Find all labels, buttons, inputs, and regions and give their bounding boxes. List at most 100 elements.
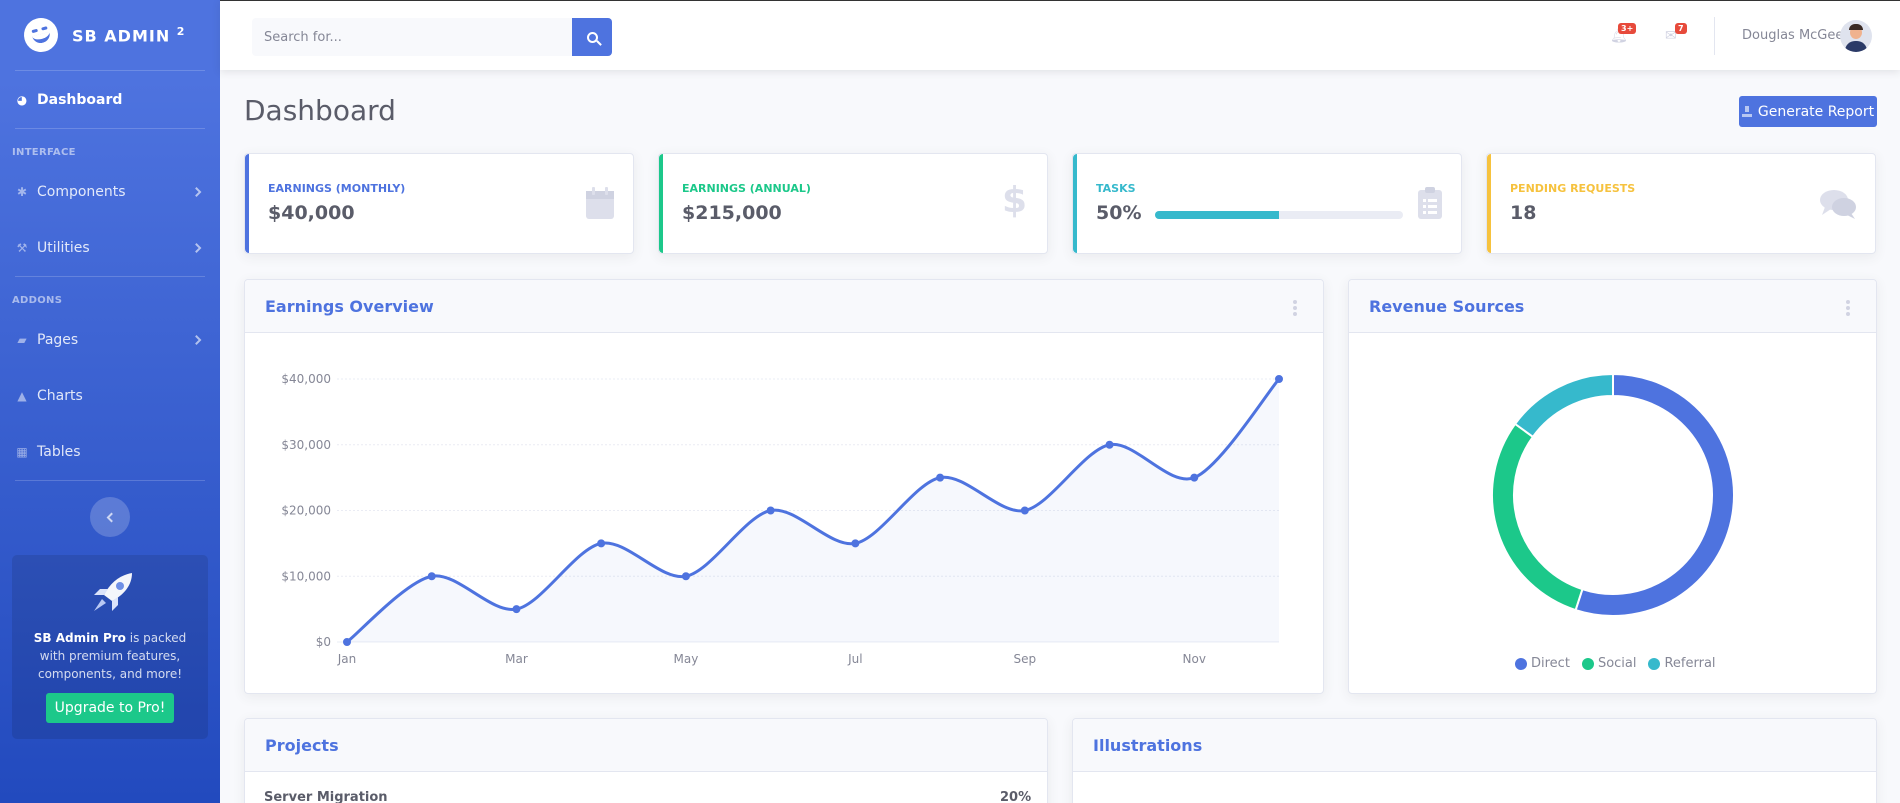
chevron-right-icon — [191, 335, 202, 345]
chevron-left-icon — [106, 512, 117, 522]
sidebar-item-label: Pages — [37, 332, 79, 348]
sidebar-item-components[interactable]: ✱ Components — [0, 164, 220, 220]
sidebar: SB ADMIN 2 ◕ Dashboard INTERFACE ✱ Compo… — [0, 0, 220, 803]
data-point[interactable] — [681, 572, 690, 581]
stat-card-earnings-annual: EARNINGS (ANNUAL) $215,000 $ — [658, 153, 1048, 254]
stat-card-pending-requests: PENDING REQUESTS 18 — [1486, 153, 1876, 254]
stat-label: EARNINGS (MONTHLY) — [268, 182, 406, 195]
download-icon — [1741, 106, 1752, 117]
sidebar-item-utilities[interactable]: ⚒ Utilities — [0, 220, 220, 276]
tasks-progress-fill — [1155, 211, 1279, 219]
rocket-icon — [94, 573, 132, 611]
tasks-progress-bar — [1155, 211, 1403, 219]
data-point[interactable] — [1020, 506, 1029, 515]
envelope-icon: ✉ — [1665, 28, 1677, 44]
brand-link[interactable]: SB ADMIN 2 — [0, 0, 220, 70]
stat-card-accent — [245, 154, 249, 253]
messages-dropdown[interactable]: ✉ 7 — [1665, 23, 1687, 44]
sidebar-item-label: Tables — [37, 444, 81, 460]
data-point[interactable] — [343, 638, 351, 646]
stat-value: 18 — [1510, 202, 1537, 224]
alerts-badge: 3+ — [1618, 23, 1637, 34]
page-title: Dashboard — [244, 94, 396, 127]
sidebar-toggle-button[interactable] — [90, 497, 130, 537]
x-tick-label: Sep — [1014, 652, 1037, 666]
topbar-search: Search for... — [252, 18, 612, 56]
dollar-icon: $ — [1001, 180, 1027, 221]
folder-icon: ▰ — [17, 333, 27, 347]
comments-icon — [1820, 190, 1856, 219]
data-point[interactable] — [1190, 473, 1199, 482]
chevron-right-icon — [191, 187, 202, 197]
donut-slice-social[interactable] — [1491, 422, 1584, 612]
sidebar-item-charts[interactable]: ▲ Charts — [0, 368, 220, 424]
legend-item-direct[interactable]: Direct — [1515, 656, 1570, 671]
stat-value: $40,000 — [268, 202, 355, 224]
search-button[interactable] — [572, 18, 612, 56]
x-tick-label: Nov — [1183, 652, 1206, 666]
promo-text: SB Admin Pro is packed with premium feat… — [33, 631, 187, 681]
search-input[interactable]: Search for... — [252, 18, 572, 56]
x-tick-label: May — [674, 652, 699, 666]
project-label: Server Migration — [264, 790, 388, 803]
laugh-wink-icon — [20, 14, 62, 56]
data-point[interactable] — [597, 539, 606, 548]
tachometer-icon: ◕ — [16, 92, 28, 107]
upgrade-button[interactable]: Upgrade to Pro! — [45, 693, 175, 723]
chevron-right-icon — [191, 243, 202, 253]
topbar: Search for... 🔔︎ 3+ ✉ 7 Douglas McGee — [220, 0, 1900, 70]
sidebar-item-label: Dashboard — [37, 91, 123, 108]
y-tick-label: $20,000 — [281, 504, 331, 518]
data-point[interactable] — [512, 605, 521, 614]
data-point[interactable] — [1105, 440, 1114, 449]
project-percent: 20% — [1000, 790, 1032, 803]
y-tick-label: $10,000 — [281, 569, 331, 583]
y-tick-label: $0 — [316, 635, 331, 649]
chart-area-icon: ▲ — [17, 389, 27, 403]
stat-card-accent — [1487, 154, 1491, 253]
sidebar-divider — [15, 480, 205, 481]
data-point[interactable] — [766, 506, 775, 515]
user-name[interactable]: Douglas McGee — [1742, 28, 1844, 43]
series-area — [347, 379, 1279, 642]
sidebar-item-dashboard[interactable]: ◕ Dashboard — [0, 71, 220, 128]
sidebar-item-label: Utilities — [37, 240, 90, 256]
revenue-legend: Direct Social Referral — [1515, 656, 1716, 671]
y-tick-label: $40,000 — [281, 372, 331, 386]
alerts-dropdown[interactable]: 🔔︎ 3+ — [1610, 23, 1637, 44]
sidebar-divider — [15, 128, 205, 129]
legend-item-social[interactable]: Social — [1581, 656, 1636, 671]
projects-card: Projects — [244, 718, 1048, 803]
stat-card-earnings-monthly: EARNINGS (MONTHLY) $40,000 — [244, 153, 634, 254]
generate-report-label: Generate Report — [1757, 103, 1875, 120]
data-point[interactable] — [936, 473, 945, 482]
stat-card-accent — [659, 154, 663, 253]
donut-slice-direct[interactable] — [1574, 372, 1735, 617]
x-tick-label: Jul — [847, 652, 862, 666]
data-point[interactable] — [427, 572, 436, 581]
legend-item-referral[interactable]: Referral — [1648, 656, 1716, 671]
donut-slice-referral[interactable] — [1513, 372, 1614, 439]
data-point[interactable] — [851, 539, 860, 548]
more-options-icon[interactable] — [1846, 300, 1850, 318]
messages-badge: 7 — [1675, 23, 1687, 34]
generate-report-button[interactable]: Generate Report — [1739, 96, 1877, 127]
calendar-icon — [586, 187, 614, 219]
card-header: Earnings Overview — [245, 280, 1323, 333]
sidebar-divider — [15, 276, 205, 277]
sidebar-heading-interface: INTERFACE — [12, 147, 76, 158]
sidebar-promo-card: SB Admin Pro is packed with premium feat… — [12, 555, 208, 739]
avatar[interactable] — [1840, 20, 1872, 52]
data-point[interactable] — [1275, 375, 1283, 383]
brand-name: SB ADMIN 2 — [72, 24, 186, 46]
topbar-divider — [1714, 17, 1715, 55]
stat-label: TASKS — [1096, 182, 1136, 195]
card-header: Revenue Sources — [1349, 280, 1876, 333]
stat-value: $215,000 — [682, 202, 782, 224]
clipboard-icon — [1418, 187, 1442, 219]
sidebar-item-pages[interactable]: ▰ Pages — [0, 312, 220, 368]
revenue-sources-card: Revenue Sources — [1348, 279, 1877, 694]
more-options-icon[interactable] — [1293, 300, 1297, 318]
stat-label: PENDING REQUESTS — [1510, 182, 1636, 195]
sidebar-item-tables[interactable]: ▦ Tables — [0, 424, 220, 480]
